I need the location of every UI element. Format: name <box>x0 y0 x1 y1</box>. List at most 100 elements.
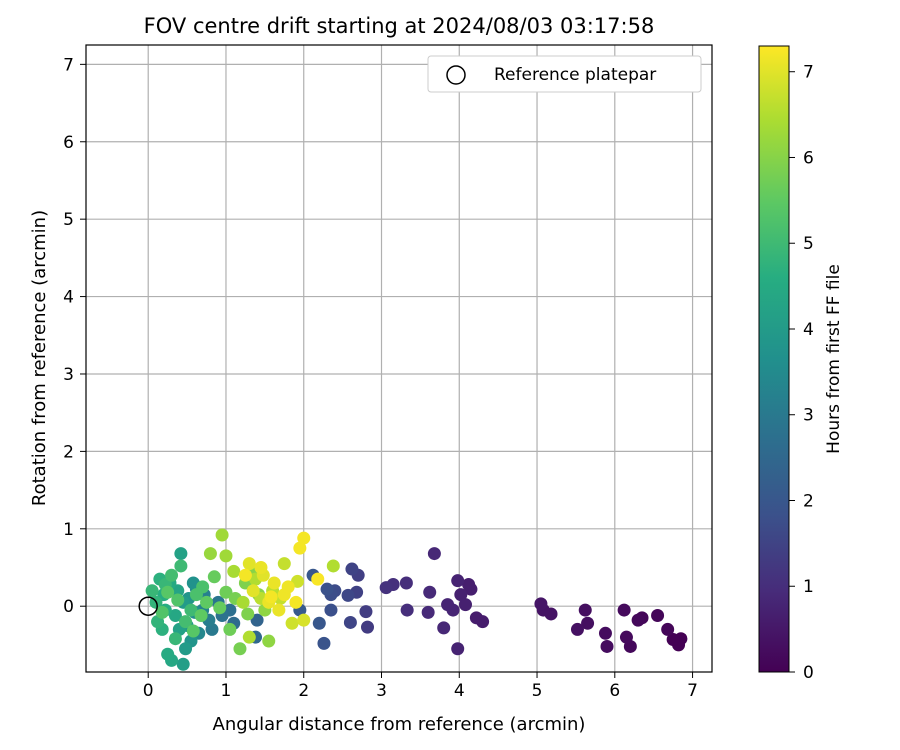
scatter-point <box>293 541 307 555</box>
scatter-point <box>223 622 237 636</box>
y-tick-label: 7 <box>63 55 74 75</box>
colorbar-tick-label: 6 <box>803 148 814 168</box>
scatter-point <box>462 578 476 592</box>
scatter-point <box>600 639 614 653</box>
scatter-point <box>168 632 182 646</box>
scatter-point <box>619 630 633 644</box>
colorbar-tick-label: 2 <box>803 491 814 511</box>
scatter-point <box>441 598 455 612</box>
scatter-point <box>246 584 260 598</box>
y-axis-ticks: 0 1 2 3 4 5 6 7 <box>63 55 86 617</box>
scatter-point <box>186 624 200 638</box>
scatter-point <box>215 528 229 542</box>
x-tick-label: 7 <box>687 681 698 701</box>
scatter-point <box>359 605 373 619</box>
scatter-point <box>458 598 472 612</box>
scatter-point <box>207 570 221 584</box>
scatter-point <box>326 559 340 573</box>
scatter-point <box>272 603 286 617</box>
grid <box>86 45 712 672</box>
scatter-point <box>427 547 441 561</box>
y-tick-label: 1 <box>63 520 74 540</box>
scatter-point <box>264 590 278 604</box>
scatter-point <box>421 605 435 619</box>
scatter-point <box>289 595 303 609</box>
scatter-point <box>184 603 198 617</box>
scatter-point <box>241 607 255 621</box>
scatter-point <box>534 597 548 611</box>
scatter-point <box>155 605 169 619</box>
scatter-point <box>341 588 355 602</box>
scatter-point <box>236 595 250 609</box>
scatter-point <box>233 642 247 656</box>
scatter-point <box>423 585 437 599</box>
scatter-point <box>174 559 188 573</box>
scatter-point <box>200 595 214 609</box>
scatter-point <box>317 636 331 650</box>
scatter-point <box>262 634 276 648</box>
legend-marker-icon <box>446 65 466 85</box>
scatter-point <box>281 580 295 594</box>
legend: Reference platepar <box>427 55 702 93</box>
colorbar-tick-label: 5 <box>803 234 814 254</box>
legend-box <box>427 55 702 93</box>
scatter-point <box>145 584 159 598</box>
scatter-point <box>666 632 680 646</box>
chart-title: FOV centre drift starting at 2024/08/03 … <box>144 14 655 38</box>
y-tick-label: 2 <box>63 442 74 462</box>
y-tick-label: 3 <box>63 365 74 385</box>
scatter-point <box>320 582 334 596</box>
scatter-point <box>196 580 210 594</box>
scatter-point <box>598 626 612 640</box>
scatter-point <box>242 630 256 644</box>
scatter-point <box>174 547 188 561</box>
scatter-point <box>345 562 359 576</box>
y-tick-label: 4 <box>63 288 74 308</box>
x-tick-label: 4 <box>454 681 465 701</box>
colorbar-tick-label: 7 <box>803 63 814 83</box>
scatter-point <box>312 616 326 630</box>
y-tick-label: 6 <box>63 133 74 153</box>
y-tick-label: 0 <box>63 597 74 617</box>
scatter-point <box>203 547 217 561</box>
scatter-point <box>399 576 413 590</box>
scatter-point <box>651 608 665 622</box>
scatter-point <box>194 608 208 622</box>
scatter-point <box>297 613 311 627</box>
scatter-point <box>219 549 233 563</box>
scatter-point <box>361 620 375 634</box>
scatter-point <box>179 615 193 629</box>
scatter-point <box>454 588 468 602</box>
scatter-point <box>179 642 193 656</box>
scatter-point <box>311 572 325 586</box>
scatter-point <box>661 622 675 636</box>
scatter-point <box>161 585 175 599</box>
scatter-point <box>451 642 465 656</box>
x-tick-label: 6 <box>609 681 620 701</box>
scatter-point <box>578 603 592 617</box>
scatter-point <box>437 621 451 635</box>
scatter-point <box>254 561 268 574</box>
x-axis-label: Angular distance from reference (arcmin) <box>213 714 586 735</box>
scatter-point <box>451 574 465 588</box>
scatter-point <box>238 568 252 582</box>
scatter-points <box>145 528 688 671</box>
colorbar: 0 1 2 3 4 5 6 7 Hours from first FF file <box>758 45 844 683</box>
y-axis-label: Rotation from reference (arcmin) <box>29 210 50 506</box>
x-tick-label: 0 <box>143 681 154 701</box>
colorbar-tick-label: 3 <box>803 406 814 426</box>
scatter-point <box>227 564 241 578</box>
y-tick-label: 5 <box>63 210 74 230</box>
colorbar-bar <box>758 45 790 673</box>
scatter-point <box>379 581 393 595</box>
colorbar-label: Hours from first FF file <box>824 264 844 454</box>
scatter-point <box>165 568 179 582</box>
legend-label: Reference platepar <box>494 65 656 85</box>
x-tick-label: 5 <box>532 681 543 701</box>
scatter-point <box>400 603 414 617</box>
scatter-point <box>570 622 584 636</box>
scatter-point <box>176 657 190 671</box>
x-tick-label: 2 <box>298 681 309 701</box>
scatter-point <box>277 557 291 571</box>
